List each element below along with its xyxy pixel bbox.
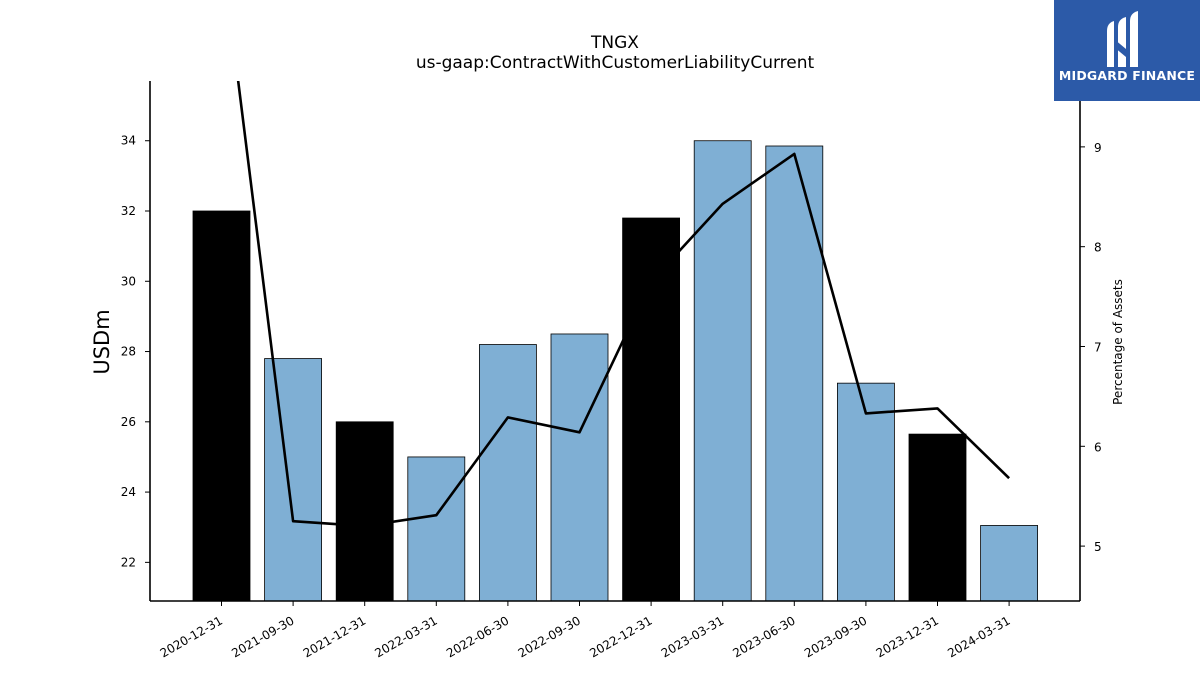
right-tick-label: 8 [1094, 241, 1102, 255]
x-axis: 2020-12-31 2021-09-30 2021-12-31 2022-03-31… [158, 601, 1013, 660]
left-tick-label: 26 [121, 415, 136, 429]
left-tick-label: 28 [121, 345, 136, 359]
left-tick-label: 22 [121, 555, 136, 569]
right-y-axis: 5 6 7 8 9 [1080, 141, 1102, 554]
bar-2023-12-31 [908, 433, 967, 601]
bar-2022-03-31 [407, 456, 466, 601]
x-tick-label: 2021-09-30 [229, 613, 296, 660]
bar-2022-06-30 [478, 344, 537, 601]
percentage-of-assets-line [236, 81, 1011, 528]
x-tick-label: 2023-06-30 [730, 613, 797, 660]
left-tick-label: 24 [121, 485, 136, 499]
bar-2020-12-31 [192, 210, 251, 601]
bar-2022-12-31 [622, 217, 680, 601]
bar-2023-09-30 [837, 382, 895, 601]
line-series [236, 81, 1011, 528]
x-tick-label: 2023-09-30 [802, 613, 869, 660]
right-tick-label: 9 [1094, 141, 1102, 155]
right-tick-label: 5 [1094, 540, 1102, 554]
x-tick-label: 2024-03-31 [945, 613, 1012, 660]
left-tick-label: 30 [121, 274, 136, 288]
y-axis-label-left: USDm [90, 309, 114, 374]
left-tick-label: 34 [121, 134, 136, 148]
bar-2021-09-30 [264, 358, 323, 601]
axes [149, 81, 1081, 602]
y-axis-label-right: Percentage of Assets [1111, 279, 1125, 405]
x-tick-label: 2022-12-31 [587, 613, 654, 660]
bar-series [192, 140, 1038, 601]
bar-2022-09-30 [550, 333, 609, 601]
x-tick-label: 2022-03-31 [372, 613, 439, 660]
x-tick-label: 2023-03-31 [659, 613, 726, 660]
x-tick-label: 2020-12-31 [158, 613, 225, 660]
bar-2023-06-30 [765, 145, 824, 601]
midgard-finance-logo: MIDGARD FINANCE [1054, 0, 1200, 101]
right-tick-label: 6 [1094, 440, 1102, 454]
logo-text: MIDGARD FINANCE [1058, 68, 1196, 83]
x-tick-label: 2022-09-30 [516, 613, 583, 660]
chart-title: TNGX [590, 33, 639, 53]
midgard-m-logo-icon [1107, 11, 1138, 67]
chart-subtitle: us-gaap:ContractWithCustomerLiabilityCur… [416, 53, 815, 73]
bar-2024-03-31 [980, 525, 1038, 601]
left-tick-label: 32 [121, 204, 136, 218]
bar-2021-12-31 [335, 421, 394, 601]
x-tick-label: 2021-12-31 [301, 613, 368, 660]
bar-2023-03-31 [693, 140, 752, 601]
left-y-axis: 22 24 26 28 30 32 34 [121, 134, 150, 569]
right-tick-label: 7 [1094, 340, 1102, 354]
x-tick-label: 2022-06-30 [444, 613, 511, 660]
x-tick-label: 2023-12-31 [874, 613, 941, 660]
